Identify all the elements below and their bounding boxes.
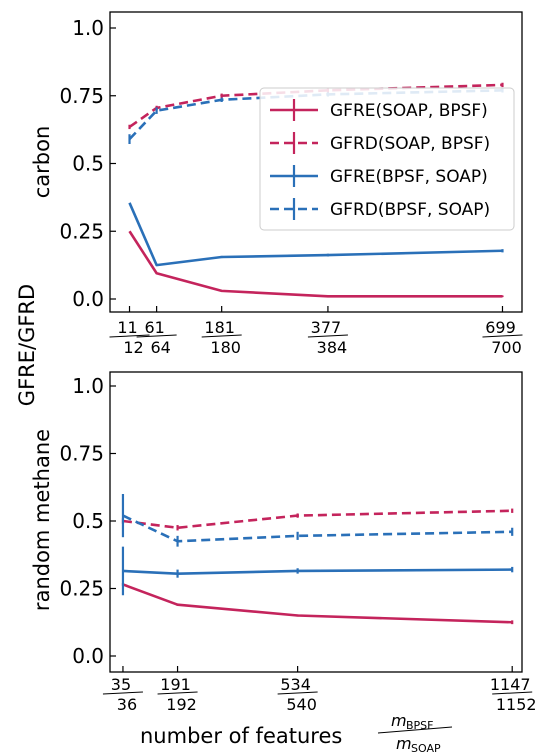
legend-label-2: GFRD(SOAP, BPSF): [330, 134, 490, 154]
x-tick-label-denominator: 700: [491, 338, 522, 357]
x-tick-fraction-bar: [109, 334, 150, 338]
y-tick-label: 1.0: [72, 16, 104, 40]
x-tick-label-denominator: 36: [117, 695, 137, 714]
x-tick-label-denominator: 64: [150, 338, 170, 357]
legend-label-4: GFRD(BPSF, SOAP): [330, 200, 490, 220]
shared-x-axis-label: number of features: [140, 724, 342, 748]
y-tick-label: 1.0: [72, 374, 104, 398]
legend-label-1: GFRE(SOAP, BPSF): [330, 101, 488, 121]
y-tick-label: 0.0: [72, 644, 104, 668]
x-tick-label-denominator: 12: [123, 338, 143, 357]
x-fraction-numerator-base: m: [391, 711, 407, 730]
x-tick-label-denominator: 1152: [496, 695, 537, 714]
x-tick-label-denominator: 192: [166, 695, 197, 714]
x-fraction-denominator-base: m: [396, 734, 412, 753]
y-tick-label: 0.0: [72, 287, 104, 311]
x-tick-label-numerator: 191: [160, 675, 191, 694]
y-tick-label: 0.75: [59, 84, 104, 108]
x-tick-fraction-bar: [277, 691, 318, 695]
series-line-2: [122, 509, 513, 530]
series-line-3: [122, 568, 513, 575]
series-line-1: [128, 230, 503, 298]
panel-y-label: carbon: [30, 126, 54, 199]
x-tick-fraction-bar: [102, 691, 143, 695]
x-fraction-bar: [377, 726, 453, 734]
y-tick-label: 0.75: [59, 442, 104, 466]
x-tick-fraction-bar: [492, 691, 533, 695]
legend: GFRE(SOAP, BPSF) GFRD(SOAP, BPSF) GFRE(BPS…: [259, 87, 515, 231]
y-tick-label: 0.5: [72, 509, 104, 533]
x-tick-fraction-bar: [307, 334, 348, 338]
x-tick-fraction-bar: [136, 334, 177, 338]
legend-label-3: GFRE(BPSF, SOAP): [330, 167, 488, 187]
x-tick-label-numerator: 1147: [490, 675, 531, 694]
y-tick-label: 0.25: [59, 219, 104, 243]
legend-box: [259, 87, 515, 231]
series-line-1: [122, 583, 513, 624]
x-tick-label-numerator: 377: [311, 318, 342, 337]
y-tick-label: 0.25: [59, 577, 104, 601]
series-line-4: [122, 514, 513, 543]
x-tick-fraction-bar: [201, 334, 242, 338]
plot-frame: [109, 11, 523, 313]
plot-frame: [109, 371, 523, 673]
x-tick-fraction-bar: [157, 691, 198, 695]
x-tick-label-numerator: 35: [111, 675, 131, 694]
x-tick-label-denominator: 180: [210, 338, 241, 357]
x-fraction-denominator-sub: SOAP: [411, 742, 441, 753]
x-tick-label-numerator: 699: [485, 318, 516, 337]
y-tick-label: 0.5: [72, 152, 104, 176]
x-tick-label-denominator: 540: [286, 695, 317, 714]
x-tick-label-numerator: 534: [280, 675, 311, 694]
x-tick-fraction-bar: [482, 334, 523, 338]
x-tick-label-numerator: 61: [144, 318, 164, 337]
shared-y-axis-label: GFRE/GFRD: [15, 284, 39, 406]
x-tick-label-numerator: 181: [204, 318, 235, 337]
panel-y-label: random methane: [30, 429, 54, 611]
x-tick-label-numerator: 11: [117, 318, 137, 337]
x-axis-fraction-label: m BPSF m SOAP: [377, 711, 453, 753]
x-tick-label-denominator: 384: [317, 338, 348, 357]
